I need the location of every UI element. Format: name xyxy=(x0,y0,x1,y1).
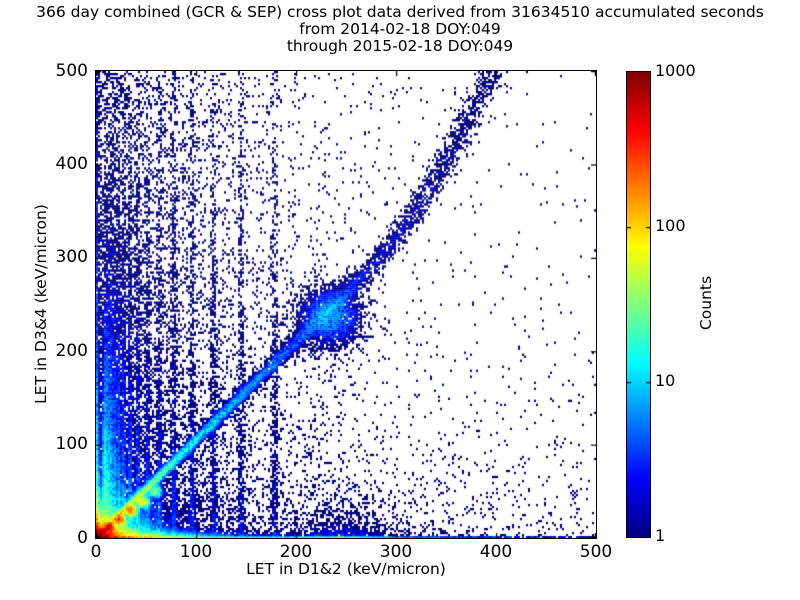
x-tick-label-500: 500 xyxy=(579,542,613,562)
colorbar-tick-label-100: 100 xyxy=(655,215,686,235)
y-tick-label-400: 400 xyxy=(55,153,88,174)
colorbar-label: Counts xyxy=(697,275,715,331)
x-tick-label-0: 0 xyxy=(90,542,102,562)
y-axis-label: LET in D3&4 (keV/micron) xyxy=(32,204,50,404)
plot-area xyxy=(95,70,597,539)
x-axis-label: LET in D1&2 (keV/micron) xyxy=(246,560,446,578)
x-tick-label-100: 100 xyxy=(179,542,213,562)
chart-title-line-2: from 2014-02-18 DOY:049 xyxy=(299,20,501,38)
y-tick-label-500: 500 xyxy=(55,60,88,81)
colorbar xyxy=(626,71,651,538)
chart-title-line-1: 366 day combined (GCR & SEP) cross plot … xyxy=(36,3,764,21)
y-tick-label-300: 300 xyxy=(55,247,88,268)
colorbar-tick-label-1: 1 xyxy=(655,525,666,545)
chart-title-line-3: through 2015-02-18 DOY:049 xyxy=(286,37,514,55)
crossplot-heatmap-canvas xyxy=(96,71,596,538)
x-tick-label-400: 400 xyxy=(479,542,513,562)
y-tick-label-200: 200 xyxy=(55,340,88,361)
colorbar-tick-label-10: 10 xyxy=(655,370,676,390)
chart-title: 366 day combined (GCR & SEP) cross plot … xyxy=(0,4,800,55)
colorbar-gradient-canvas xyxy=(627,72,650,537)
x-tick-label-300: 300 xyxy=(379,542,413,562)
y-tick-label-100: 100 xyxy=(55,434,88,455)
colorbar-tick-label-1000: 1000 xyxy=(655,60,696,80)
x-tick-label-200: 200 xyxy=(279,542,313,562)
y-tick-label-0: 0 xyxy=(77,527,88,548)
